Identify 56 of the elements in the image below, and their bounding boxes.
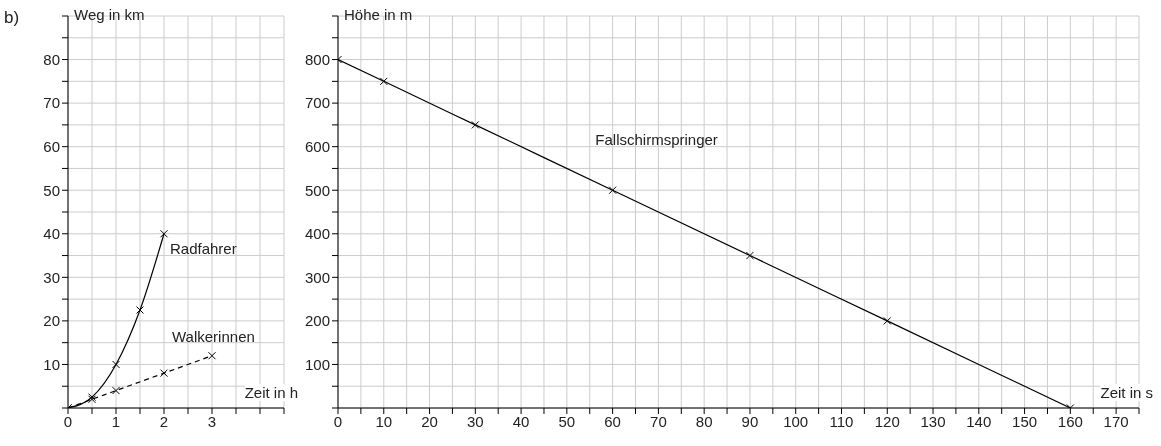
y-axis-title: Weg in km xyxy=(74,6,145,23)
point xyxy=(883,316,892,325)
point xyxy=(208,351,216,360)
y-axis-title: Höhe in m xyxy=(344,6,413,23)
x-tick-label: 110 xyxy=(829,412,854,430)
x-tick-label: 140 xyxy=(966,412,992,430)
text: b) xyxy=(4,8,20,28)
y-tick-label: 40 xyxy=(43,225,60,243)
x-tick-label: 160 xyxy=(1057,412,1083,430)
y-tick-label: 100 xyxy=(304,355,330,373)
y-tick-label: 20 xyxy=(43,312,60,330)
y-tick-label: 30 xyxy=(43,268,60,286)
text: Fallschirmspringer xyxy=(595,130,718,148)
y-tick-label: 70 xyxy=(43,94,60,112)
point xyxy=(745,251,754,260)
x-tick-label: 170 xyxy=(1103,412,1129,430)
y-tick-label: 300 xyxy=(304,268,330,286)
x-tick-label: 0 xyxy=(63,412,73,430)
y-tick-label: 800 xyxy=(304,50,330,68)
x-axis-title: Zeit in s xyxy=(1100,384,1153,401)
x-tick-label: 80 xyxy=(695,412,713,430)
y-tick-label: 400 xyxy=(304,225,330,243)
y-tick-label: 500 xyxy=(304,181,330,199)
point xyxy=(608,186,617,195)
x-tick-label: 20 xyxy=(421,412,438,430)
point xyxy=(112,360,120,369)
y-tick-label: 700 xyxy=(304,94,330,112)
point xyxy=(160,229,168,238)
x-tick-label: 60 xyxy=(604,412,621,430)
point xyxy=(160,369,168,378)
point xyxy=(379,77,388,86)
x-tick-label: 2 xyxy=(159,412,169,430)
y-tick-label: 80 xyxy=(43,50,60,68)
x-tick-label: 50 xyxy=(558,412,576,430)
y-tick-label: 60 xyxy=(43,137,60,155)
x-tick-label: 150 xyxy=(1012,412,1038,430)
point xyxy=(112,386,120,395)
series-label: Walkerinnen xyxy=(172,327,255,345)
x-tick-label: 1 xyxy=(111,412,121,430)
x-tick-label: 40 xyxy=(512,412,530,430)
x-axis-title: Zeit in h xyxy=(244,384,298,401)
x-tick-label: 120 xyxy=(874,412,900,430)
y-tick-label: 10 xyxy=(43,355,60,373)
point xyxy=(471,120,480,129)
x-tick-label: 70 xyxy=(650,412,667,430)
x-tick-label: 130 xyxy=(920,412,946,430)
x-tick-label: 3 xyxy=(207,412,217,430)
x-tick-label: 0 xyxy=(333,412,343,430)
y-tick-label: 50 xyxy=(43,181,60,199)
y-tick-label: 600 xyxy=(304,137,330,155)
x-tick-label: 100 xyxy=(783,412,809,430)
x-tick-label: 30 xyxy=(466,412,484,430)
y-tick-label: 200 xyxy=(304,312,330,330)
x-tick-label: 10 xyxy=(375,412,393,430)
x-tick-label: 90 xyxy=(741,412,759,430)
series-label: Radfahrer xyxy=(170,239,237,257)
